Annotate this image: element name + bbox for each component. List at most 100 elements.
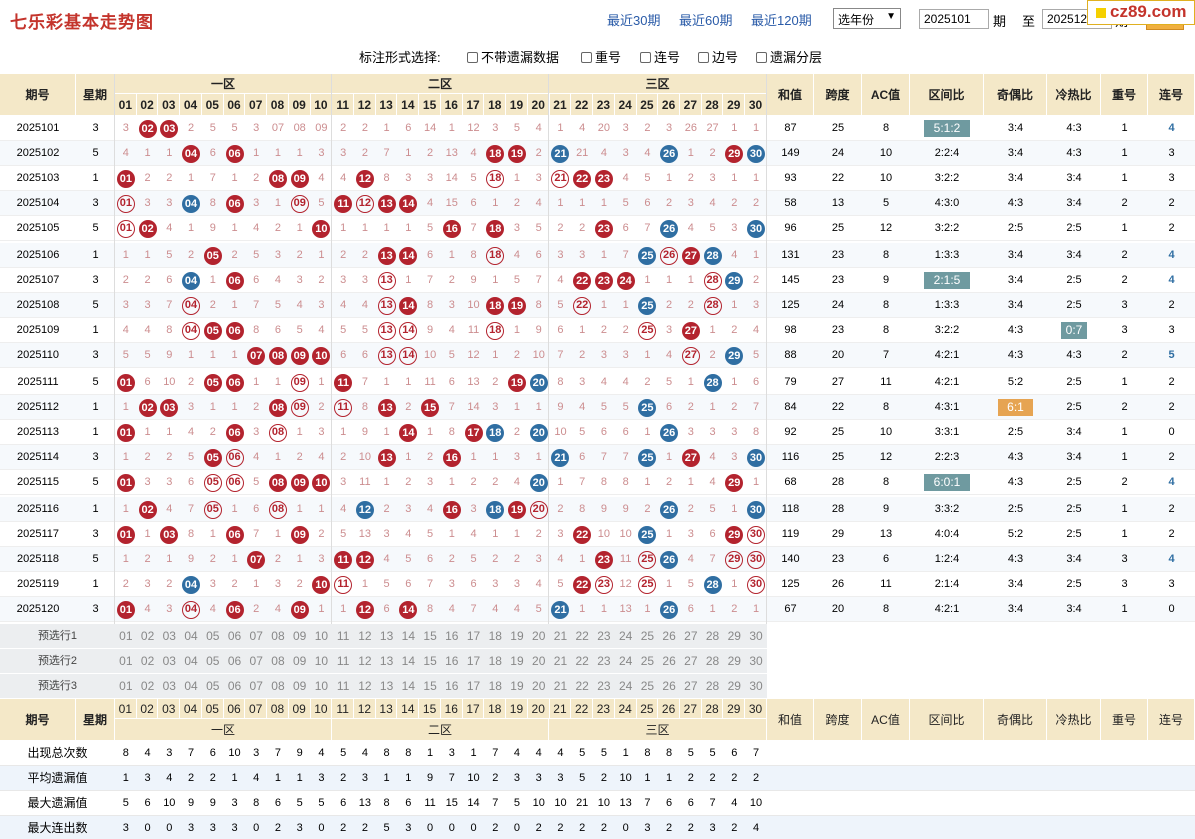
preselect-number[interactable]: 07: [249, 629, 263, 643]
preselect-number[interactable]: 11: [336, 629, 350, 643]
preselect-number[interactable]: 10: [314, 629, 329, 643]
preselect-number[interactable]: 08: [271, 629, 285, 643]
preselect-number[interactable]: 23: [597, 629, 611, 643]
option-edge[interactable]: 边号: [698, 47, 738, 66]
preselect-number[interactable]: 26: [662, 629, 676, 643]
preselect-number[interactable]: 11: [336, 654, 350, 668]
preselect-number[interactable]: 21: [553, 629, 568, 643]
preselect-number[interactable]: 25: [640, 654, 655, 668]
preselect-number[interactable]: 23: [597, 654, 611, 668]
preselect-number[interactable]: 08: [271, 679, 285, 693]
preselect-number[interactable]: 22: [575, 654, 589, 668]
preselect-number[interactable]: 28: [705, 629, 720, 643]
option-miss-layer[interactable]: 遗漏分层: [756, 47, 822, 66]
preselect-number[interactable]: 07: [249, 654, 263, 668]
preselect-number[interactable]: 06: [227, 629, 242, 643]
preselect-number[interactable]: 15: [423, 629, 437, 643]
preselect-number[interactable]: 17: [466, 629, 481, 643]
preselect-number[interactable]: 30: [749, 654, 763, 668]
preselect-number[interactable]: 10: [314, 679, 329, 693]
option-repeat[interactable]: 重号: [581, 47, 621, 66]
preselect-number[interactable]: 26: [662, 654, 676, 668]
preselect-number[interactable]: 12: [358, 629, 372, 643]
preselect-number[interactable]: 14: [401, 629, 416, 643]
preselect-number[interactable]: 16: [445, 629, 459, 643]
preselect-number[interactable]: 18: [488, 629, 502, 643]
preselect-number[interactable]: 10: [314, 654, 329, 668]
preselect-number[interactable]: 05: [206, 629, 220, 643]
preselect-number[interactable]: 17: [466, 679, 481, 693]
preselect-number[interactable]: 28: [705, 679, 720, 693]
preselect-number[interactable]: 01: [119, 679, 133, 693]
preselect-number[interactable]: 30: [749, 629, 763, 643]
preselect-number[interactable]: 26: [662, 679, 676, 693]
preselect-number[interactable]: 02: [140, 629, 155, 643]
recent-60-link[interactable]: 最近60期: [679, 13, 733, 28]
preselect-number[interactable]: 05: [206, 679, 220, 693]
preselect-number[interactable]: 24: [618, 654, 633, 668]
preselect-number[interactable]: 04: [184, 679, 198, 693]
preselect-number[interactable]: 04: [184, 654, 198, 668]
preselect-number[interactable]: 08: [271, 654, 285, 668]
preselect-number[interactable]: 03: [162, 654, 176, 668]
preselect-number[interactable]: 01: [119, 654, 133, 668]
preselect-number[interactable]: 07: [249, 679, 263, 693]
preselect-number[interactable]: 22: [575, 679, 589, 693]
preselect-number[interactable]: 29: [727, 629, 741, 643]
preselect-number[interactable]: 09: [293, 679, 307, 693]
preselect-number[interactable]: 17: [466, 654, 481, 668]
preselect-number[interactable]: 19: [510, 679, 524, 693]
recent-30-link[interactable]: 最近30期: [607, 13, 661, 28]
recent-120-link[interactable]: 最近120期: [751, 13, 812, 28]
preselect-number[interactable]: 16: [445, 654, 459, 668]
preselect-number[interactable]: 20: [532, 629, 546, 643]
preselect-number[interactable]: 02: [140, 654, 155, 668]
preselect-number[interactable]: 27: [684, 629, 698, 643]
preselect-number[interactable]: 23: [597, 679, 611, 693]
preselect-number[interactable]: 03: [162, 629, 176, 643]
preselect-number[interactable]: 25: [640, 629, 655, 643]
option-no-miss[interactable]: 不带遗漏数据: [467, 47, 559, 66]
preselect-number[interactable]: 01: [119, 629, 133, 643]
preselect-number[interactable]: 20: [532, 679, 546, 693]
preselect-number[interactable]: 16: [445, 679, 459, 693]
year-select[interactable]: 选年份 ▼: [833, 8, 901, 29]
preselect-number[interactable]: 24: [618, 629, 633, 643]
preselect-number[interactable]: 12: [358, 654, 372, 668]
preselect-number[interactable]: 04: [184, 629, 198, 643]
issue-header[interactable]: 期号: [0, 74, 76, 116]
preselect-number[interactable]: 02: [140, 679, 155, 693]
issue-footer-header[interactable]: 期号: [0, 699, 76, 741]
preselect-number[interactable]: 09: [293, 654, 307, 668]
preselect-number[interactable]: 14: [401, 654, 416, 668]
preselect-number[interactable]: 19: [510, 629, 524, 643]
preselect-number[interactable]: 20: [532, 654, 546, 668]
preselect-number[interactable]: 27: [684, 679, 698, 693]
preselect-number[interactable]: 06: [227, 679, 242, 693]
preselect-number[interactable]: 25: [640, 679, 655, 693]
preselect-number[interactable]: 13: [379, 629, 394, 643]
preselect-number[interactable]: 03: [162, 679, 176, 693]
preselect-number[interactable]: 05: [206, 654, 220, 668]
preselect-number[interactable]: 19: [510, 654, 524, 668]
preselect-number[interactable]: 27: [684, 654, 698, 668]
preselect-number[interactable]: 13: [379, 654, 394, 668]
preselect-number[interactable]: 29: [727, 654, 741, 668]
preselect-number[interactable]: 11: [336, 679, 350, 693]
preselect-number[interactable]: 13: [379, 679, 394, 693]
preselect-number[interactable]: 29: [727, 679, 741, 693]
preselect-number[interactable]: 28: [705, 654, 720, 668]
preselect-number[interactable]: 22: [575, 629, 589, 643]
from-issue-input[interactable]: 2025101: [919, 9, 989, 29]
preselect-number[interactable]: 12: [358, 679, 372, 693]
preselect-number[interactable]: 15: [423, 679, 437, 693]
option-consecutive[interactable]: 连号: [640, 47, 680, 66]
preselect-number[interactable]: 06: [227, 654, 242, 668]
preselect-number[interactable]: 21: [553, 654, 568, 668]
preselect-number[interactable]: 14: [401, 679, 416, 693]
preselect-number[interactable]: 21: [553, 679, 568, 693]
preselect-number[interactable]: 15: [423, 654, 437, 668]
preselect-number[interactable]: 30: [749, 679, 763, 693]
preselect-number[interactable]: 24: [618, 679, 633, 693]
preselect-number[interactable]: 18: [488, 654, 502, 668]
